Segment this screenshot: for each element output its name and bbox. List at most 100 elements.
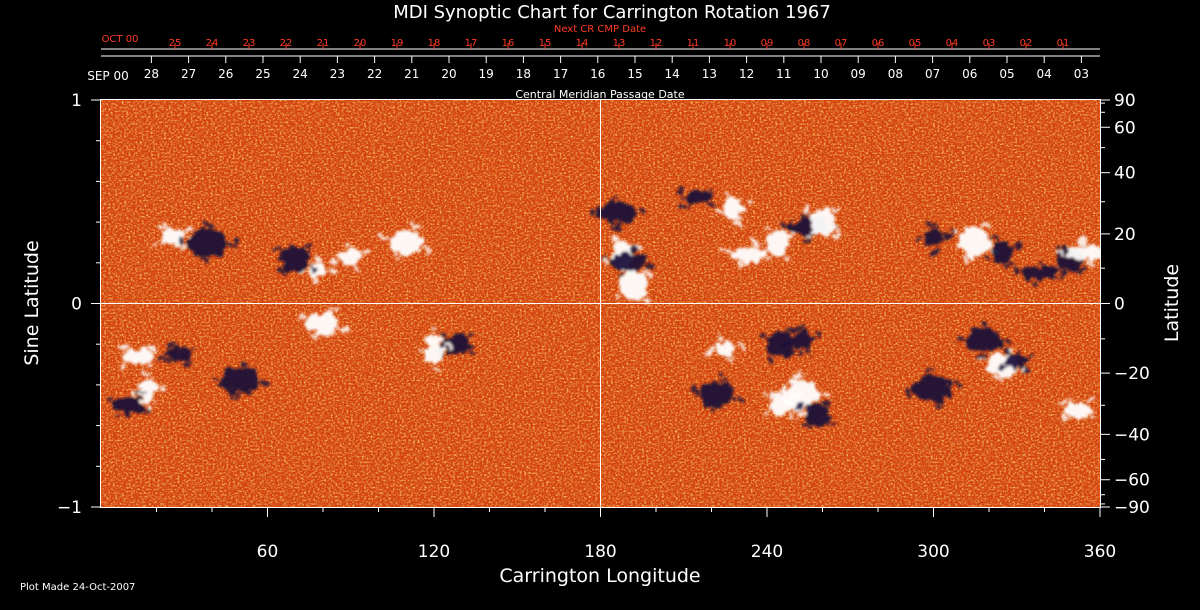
active-region-fragment bbox=[612, 234, 621, 241]
active-region-fragment bbox=[962, 256, 969, 263]
active-region-fragment bbox=[602, 257, 609, 262]
x-tick-label: 180 bbox=[584, 542, 616, 562]
x-axis-label: Carrington Longitude bbox=[499, 565, 700, 587]
active-region-fragment bbox=[784, 254, 791, 259]
active-region-fragment bbox=[1089, 415, 1096, 420]
active-region-fragment bbox=[278, 268, 287, 275]
active-region-fragment bbox=[759, 248, 768, 255]
active-region-fragment bbox=[936, 404, 943, 409]
active-region-fragment bbox=[1004, 347, 1011, 354]
active-region-fragment bbox=[717, 335, 724, 340]
active-region-fragment bbox=[427, 329, 434, 334]
active-region-positive bbox=[388, 229, 425, 256]
active-region-negative bbox=[924, 228, 943, 249]
active-region-fragment bbox=[204, 221, 213, 228]
active-region-fragment bbox=[394, 256, 401, 261]
active-region-fragment bbox=[177, 238, 184, 243]
x-tick-label: 240 bbox=[751, 542, 783, 562]
active-region-positive bbox=[139, 378, 158, 405]
active-region-fragment bbox=[952, 232, 959, 237]
active-region-fragment bbox=[789, 413, 796, 420]
active-region-positive bbox=[306, 312, 340, 335]
active-region-fragment bbox=[1050, 267, 1061, 272]
active-region-negative bbox=[765, 331, 796, 358]
y-left-tick-label: −1 bbox=[57, 498, 82, 518]
plot-made-note: Plot Made 24-Oct-2007 bbox=[20, 582, 135, 593]
active-region-fragment bbox=[824, 400, 833, 407]
active-region-positive bbox=[766, 229, 791, 256]
active-region-fragment bbox=[379, 233, 388, 240]
active-region-negative bbox=[700, 381, 735, 410]
active-region-fragment bbox=[1078, 267, 1087, 274]
active-region-fragment bbox=[933, 249, 940, 256]
axes: 60 120 180 240 300 360−101 906040200−20−40−60−… bbox=[57, 38, 1150, 562]
active-region-fragment bbox=[981, 320, 988, 327]
active-region-fragment bbox=[735, 262, 744, 269]
active-region-fragment bbox=[141, 372, 152, 377]
active-region-fragment bbox=[710, 201, 719, 208]
cmp-date-label: 05 bbox=[999, 67, 1014, 81]
active-region-fragment bbox=[990, 377, 1001, 382]
cmp-date-label: 06 bbox=[962, 67, 977, 81]
active-region-fragment bbox=[1087, 396, 1094, 403]
cmp-date-label: 24 bbox=[293, 67, 308, 81]
active-region-fragment bbox=[227, 242, 238, 247]
active-region-fragment bbox=[690, 387, 699, 394]
active-region-fragment bbox=[330, 257, 339, 264]
active-region-fragment bbox=[114, 414, 121, 419]
active-region-fragment bbox=[1005, 263, 1016, 268]
active-region-fragment bbox=[720, 248, 731, 253]
active-region-fragment bbox=[922, 369, 933, 374]
cmp-date-label: 09 bbox=[851, 67, 866, 81]
next-cr-date-label: 18 bbox=[428, 38, 441, 49]
active-region-negative bbox=[913, 374, 954, 403]
y-right-tick-label: −20 bbox=[1114, 364, 1150, 384]
active-region-fragment bbox=[736, 396, 743, 403]
cmp-date-label: 28 bbox=[144, 67, 159, 81]
next-cr-month-label: OCT 00 bbox=[102, 34, 139, 45]
active-region-fragment bbox=[717, 375, 728, 380]
active-region-fragment bbox=[708, 348, 715, 355]
active-region-fragment bbox=[791, 326, 802, 331]
cmp-date-label: 25 bbox=[255, 67, 270, 81]
active-region-fragment bbox=[261, 381, 268, 386]
next-cr-date-label: 09 bbox=[761, 38, 774, 49]
active-region-fragment bbox=[437, 332, 444, 337]
next-cr-date-label: 06 bbox=[872, 38, 885, 49]
active-region-negative bbox=[220, 368, 259, 393]
active-region-fragment bbox=[802, 424, 809, 431]
cmp-date-label: 07 bbox=[925, 67, 940, 81]
next-cr-date-label: 17 bbox=[465, 38, 478, 49]
y-right-tick-label: 20 bbox=[1114, 225, 1136, 245]
active-region-fragment bbox=[814, 332, 821, 339]
x-tick-label: 60 bbox=[257, 542, 279, 562]
active-region-negative bbox=[441, 334, 472, 355]
active-region-fragment bbox=[803, 237, 810, 242]
active-region-fragment bbox=[954, 337, 965, 342]
active-region-fragment bbox=[991, 237, 998, 242]
active-region-fragment bbox=[766, 355, 775, 362]
active-region-fragment bbox=[713, 210, 724, 215]
active-region-fragment bbox=[313, 278, 322, 285]
active-region-fragment bbox=[644, 270, 653, 277]
y-left-tick-label: 0 bbox=[71, 295, 82, 315]
active-region-fragment bbox=[796, 350, 803, 355]
active-region-fragment bbox=[118, 345, 129, 350]
chart-title: MDI Synoptic Chart for Carrington Rotati… bbox=[393, 2, 831, 23]
active-region-fragment bbox=[803, 207, 812, 214]
cmp-date-label: 19 bbox=[479, 67, 494, 81]
next-cr-date-label: 07 bbox=[835, 38, 848, 49]
active-region-positive bbox=[424, 335, 444, 366]
cmp-date-label: 16 bbox=[590, 67, 605, 81]
cmp-date-label: 20 bbox=[441, 67, 456, 81]
next-cr-date-label: 24 bbox=[206, 38, 219, 49]
cmp-month-label: SEP 00 bbox=[87, 69, 129, 83]
active-region-fragment bbox=[943, 233, 954, 238]
active-region-fragment bbox=[763, 226, 774, 231]
cmp-date-label: 14 bbox=[665, 67, 680, 81]
y-right-tick-label: −40 bbox=[1114, 425, 1150, 445]
active-region-positive bbox=[1066, 244, 1100, 261]
active-region-positive bbox=[730, 246, 765, 263]
y-left-tick-label: 1 bbox=[71, 91, 82, 111]
active-region-fragment bbox=[314, 256, 321, 263]
